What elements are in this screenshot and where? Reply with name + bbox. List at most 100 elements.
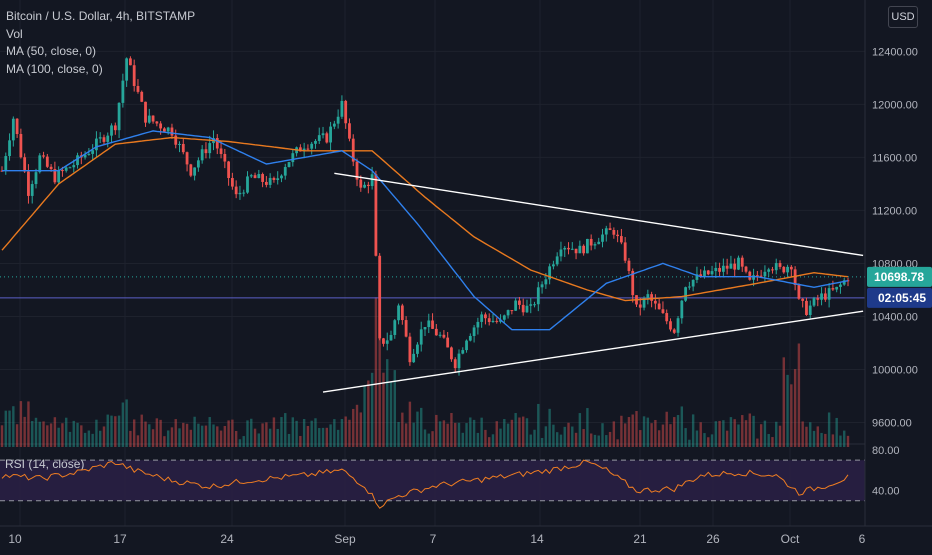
- candle-body: [797, 285, 801, 299]
- rsi-label: RSI (14, close): [5, 457, 84, 471]
- volume-bar: [144, 421, 147, 447]
- candle-body: [831, 288, 835, 290]
- volume-bar: [352, 408, 355, 447]
- candle-body: [763, 271, 767, 277]
- candle-body: [389, 334, 393, 341]
- volume-bar: [676, 415, 680, 447]
- volume-bar: [359, 412, 362, 447]
- time-tick-label: 7: [430, 532, 437, 546]
- volume-bar: [272, 417, 276, 447]
- volume-bar: [472, 419, 476, 447]
- candle-body: [842, 280, 846, 285]
- candles: [0, 56, 850, 376]
- candle-body: [461, 350, 465, 354]
- volume-bar: [253, 428, 257, 447]
- volume-bar: [31, 421, 34, 447]
- ma100-indicator-label[interactable]: MA (100, close, 0): [6, 61, 103, 76]
- volume-bar: [446, 423, 449, 447]
- volume-bar: [608, 431, 612, 447]
- volume-bar: [310, 420, 313, 447]
- volume-bar: [189, 429, 193, 447]
- last-price-text: 10698.78: [874, 270, 924, 284]
- trendline: [322, 310, 864, 393]
- volume-bar: [61, 423, 64, 447]
- candle-body: [801, 298, 805, 301]
- candle-body: [661, 309, 665, 314]
- candle-body: [533, 304, 536, 306]
- candle-body: [578, 245, 582, 254]
- volume-bar: [170, 427, 174, 447]
- candle-body: [181, 143, 185, 153]
- candle-body: [438, 334, 442, 336]
- candle-body: [502, 315, 506, 320]
- price-tick-label: 10400.00: [872, 311, 918, 323]
- candle-body: [280, 175, 283, 179]
- volume-bar: [110, 415, 113, 447]
- ma50-indicator-label[interactable]: MA (50, close, 0): [6, 44, 97, 58]
- candle-body: [752, 275, 755, 280]
- volume-bar: [737, 424, 740, 447]
- volume-bar: [778, 425, 782, 447]
- candle-body: [385, 340, 389, 344]
- volume-bar: [488, 437, 491, 447]
- symbol-title[interactable]: Bitcoin / U.S. Dollar, 4h, BITSTAMP: [6, 9, 196, 23]
- candle-body: [423, 327, 427, 330]
- volume-bar: [280, 417, 283, 447]
- candle-body: [476, 321, 480, 328]
- volume-bar: [529, 434, 532, 447]
- volume-bar: [555, 432, 559, 447]
- volume-bar: [420, 407, 423, 447]
- volume-bar: [574, 432, 578, 447]
- candle-body: [19, 134, 23, 158]
- candle-body: [589, 238, 593, 246]
- candle-body: [215, 138, 219, 149]
- candle-body: [306, 148, 310, 150]
- volume-bar: [340, 418, 344, 447]
- volume-bar: [185, 423, 189, 447]
- volume-bar: [589, 433, 593, 447]
- candle-body: [332, 123, 336, 127]
- candle-body: [230, 178, 234, 187]
- volume-bar: [65, 417, 68, 447]
- volume-bar: [461, 432, 464, 447]
- volume-bar: [544, 426, 548, 447]
- volume-bar: [291, 417, 295, 447]
- candle-body: [427, 320, 431, 328]
- volume-bar: [669, 424, 672, 447]
- candle-body: [676, 318, 680, 333]
- volume-bar: [756, 438, 759, 447]
- candle-body: [835, 286, 839, 290]
- time-axis-bg: [0, 526, 932, 550]
- candle-body: [287, 162, 291, 168]
- candle-body: [412, 353, 416, 363]
- volume-bar: [843, 430, 846, 447]
- volume-bar: [699, 422, 702, 447]
- candle-body: [208, 143, 212, 154]
- volume-bar: [559, 434, 563, 447]
- candle-body: [710, 271, 714, 275]
- candle-body: [778, 263, 782, 267]
- candle-body: [514, 300, 518, 311]
- candle-body: [691, 279, 695, 287]
- volume-bar: [703, 433, 706, 447]
- volume-bar: [744, 420, 748, 447]
- candle-body: [608, 228, 612, 230]
- candle-body: [548, 266, 552, 280]
- volume-bar: [0, 425, 4, 447]
- candle-body: [570, 248, 574, 250]
- candle-body: [166, 127, 170, 132]
- candle-body: [23, 157, 27, 172]
- time-tick-label: Sep: [334, 532, 356, 546]
- volume-bar: [174, 419, 177, 447]
- time-tick-label: 21: [633, 532, 647, 546]
- candle-body: [340, 100, 344, 117]
- candle-body: [699, 274, 703, 277]
- volume-bar: [506, 423, 510, 447]
- volume-bar: [518, 417, 521, 447]
- candle-body: [499, 319, 502, 322]
- currency-button[interactable]: USD: [888, 6, 918, 28]
- volume-indicator-label[interactable]: Vol: [6, 26, 23, 41]
- candle-body: [219, 148, 223, 154]
